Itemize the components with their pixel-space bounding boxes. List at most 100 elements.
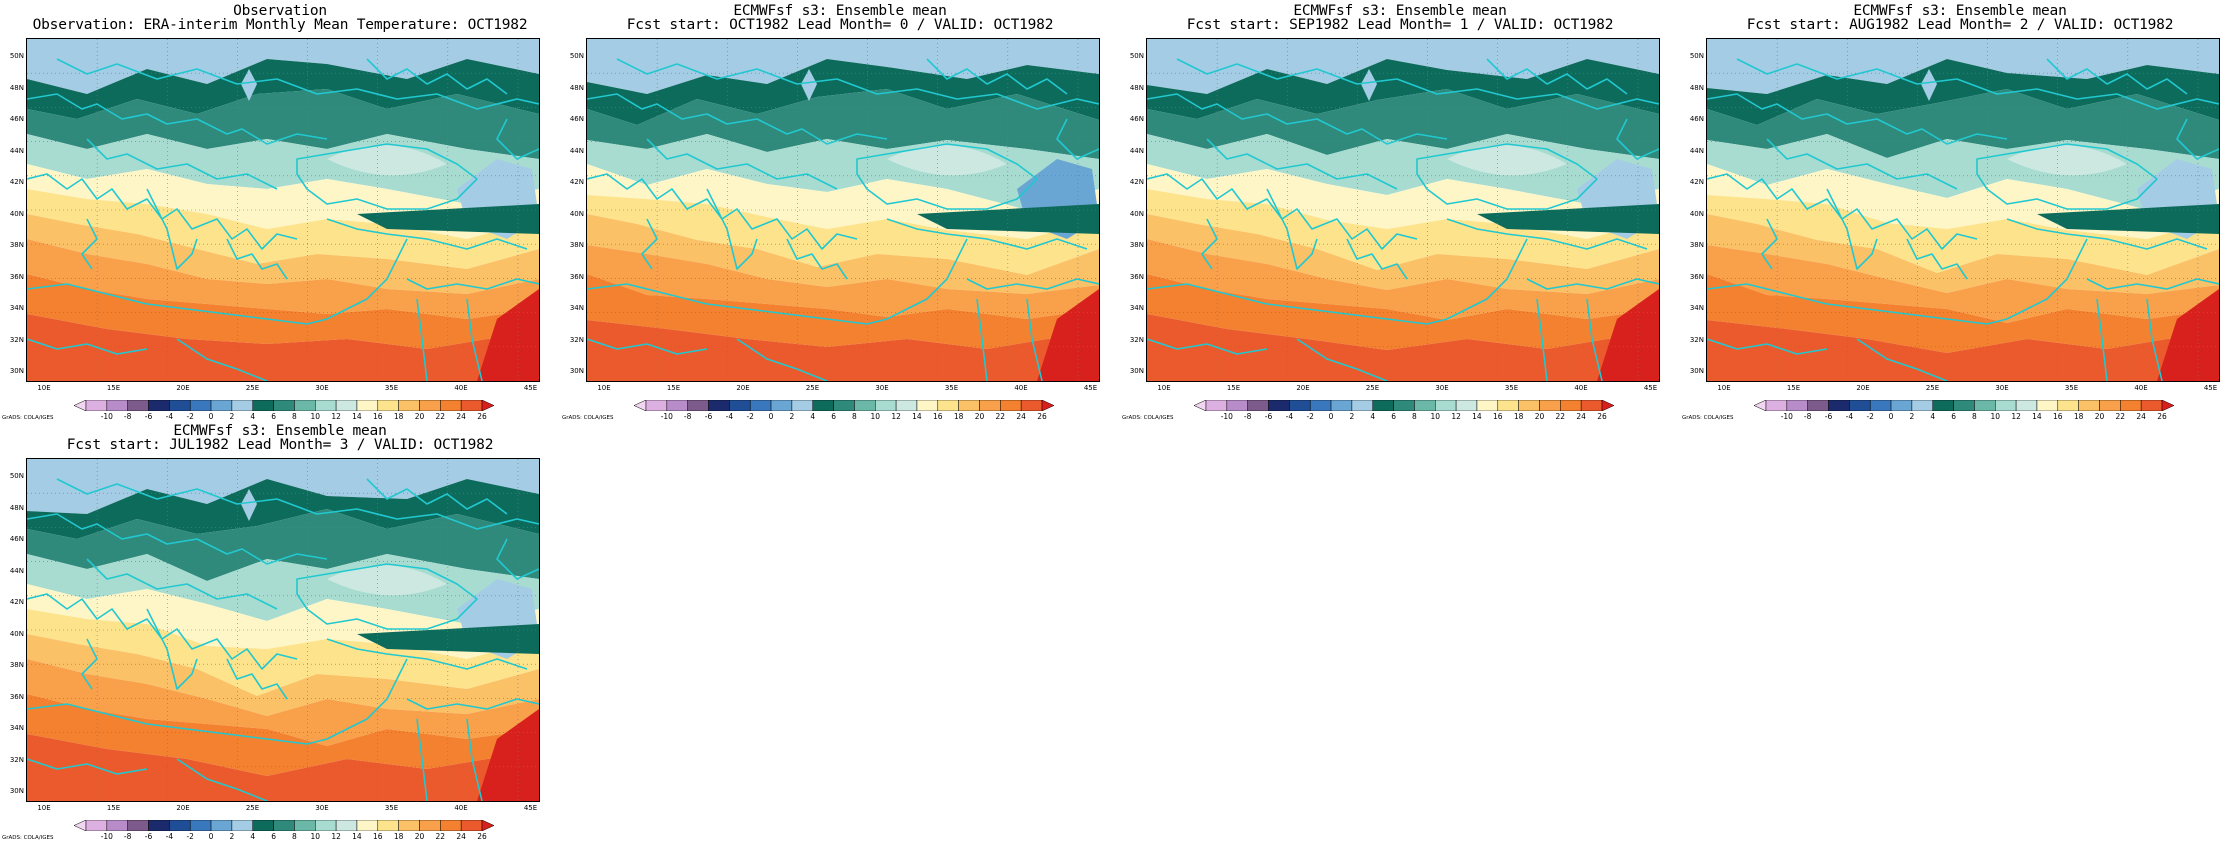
grads-credit: GrADS: COLA/IGES bbox=[2, 835, 54, 841]
latitude-label: 38N bbox=[9, 661, 24, 669]
colorbar-segment bbox=[398, 820, 420, 831]
colorbar-segment bbox=[749, 400, 772, 411]
longitude-label: 45E bbox=[1083, 384, 1098, 392]
colorbar-label: 6 bbox=[1951, 412, 1956, 421]
latitude-label: 36N bbox=[1689, 272, 1704, 281]
coastline bbox=[86, 138, 278, 190]
colorbar-segment bbox=[1393, 400, 1415, 411]
colorbar-label: 10 bbox=[870, 412, 881, 421]
colorbar-segment bbox=[231, 400, 253, 411]
colorbar-segment bbox=[1247, 400, 1269, 411]
latitude-label: 40N bbox=[1129, 209, 1144, 218]
colorbar-segment bbox=[2078, 400, 2100, 411]
colorbar-label: 26 bbox=[1597, 412, 1607, 421]
latitude-label: 48N bbox=[569, 83, 584, 92]
colorbar-segment bbox=[2057, 400, 2079, 411]
colorbar-label: 2 bbox=[229, 832, 235, 841]
temperature-contour-band bbox=[27, 659, 539, 746]
temperature-contour-band bbox=[241, 69, 257, 101]
coastline bbox=[2006, 238, 2088, 320]
temperature-contour-band bbox=[1147, 314, 1659, 381]
latitude-label: 50N bbox=[1129, 52, 1144, 60]
colorbar-label: 20 bbox=[2094, 412, 2105, 421]
colorbar-segment bbox=[687, 400, 709, 411]
colorbar-segment bbox=[1226, 400, 1248, 411]
temperature-contour-band bbox=[1707, 274, 2219, 353]
colorbar-segment bbox=[85, 400, 108, 411]
coastline bbox=[56, 478, 539, 530]
colorbar-segment bbox=[812, 400, 834, 411]
longitude-label: 45E bbox=[1643, 384, 1658, 392]
colorbar-segment bbox=[169, 400, 191, 411]
longitude-label: 25E bbox=[245, 384, 260, 392]
temperature-contour-band bbox=[1037, 289, 1099, 381]
colorbar-label: 10 bbox=[310, 832, 321, 841]
colorbar-segment bbox=[1351, 400, 1373, 411]
temperature-contour-band bbox=[241, 489, 257, 521]
coastline bbox=[176, 758, 268, 801]
longitude-label: 30E bbox=[315, 804, 329, 812]
colorbar-label: 16 bbox=[933, 412, 943, 421]
colorbar-label: -4 bbox=[165, 832, 174, 841]
colorbar-label: -10 bbox=[100, 412, 113, 421]
latitude-label: 42N bbox=[9, 598, 24, 606]
colorbar-label: 2 bbox=[1909, 412, 1915, 421]
latitude-label: 34N bbox=[1689, 304, 1704, 312]
colorbar-segment bbox=[833, 400, 855, 411]
colorbar-segment bbox=[1953, 400, 1975, 411]
longitude-label: 15E bbox=[1786, 384, 1801, 392]
colorbar-label: -10 bbox=[1780, 412, 1793, 421]
temperature-contour-band bbox=[1147, 59, 1659, 119]
map-area bbox=[1706, 38, 2220, 382]
colorbar-segment bbox=[2099, 400, 2121, 411]
colorbar-segment bbox=[460, 400, 483, 411]
coastline bbox=[296, 563, 478, 630]
temperature-contour-band bbox=[1361, 69, 1377, 101]
latitude-label: 36N bbox=[9, 692, 24, 701]
longitude-label: 35E bbox=[384, 804, 399, 812]
coastline bbox=[1707, 338, 1828, 355]
colorbar-label: -6 bbox=[704, 412, 713, 421]
colorbar-segment bbox=[356, 400, 379, 411]
grads-credit: GrADS: COLA/IGES bbox=[2, 415, 54, 421]
colorbar-segment bbox=[875, 400, 897, 411]
panel-subtitle: Fcst start: SEP1982 Lead Month= 1 / VALI… bbox=[1186, 17, 1614, 33]
colorbar-segment bbox=[791, 400, 813, 411]
latitude-label: 48N bbox=[1689, 83, 1704, 92]
longitude-label: 10E bbox=[1157, 384, 1171, 392]
coastline bbox=[27, 513, 328, 565]
coastline bbox=[646, 138, 838, 190]
panel-title: ECMWFsf s3: Ensemble mean bbox=[733, 3, 947, 19]
colorbar-label: 12 bbox=[1451, 412, 1461, 421]
colorbar-label: -8 bbox=[1803, 412, 1812, 421]
latitude-label: 42N bbox=[569, 178, 584, 186]
longitude-label: 30E bbox=[875, 384, 889, 392]
latitude-label: 40N bbox=[569, 209, 584, 218]
colorbar-label: -2 bbox=[186, 832, 194, 841]
latitude-label: 50N bbox=[9, 52, 24, 60]
latitude-label: 40N bbox=[9, 209, 24, 218]
colorbar-label: 22 bbox=[995, 412, 1006, 421]
longitude-label: 45E bbox=[523, 384, 538, 392]
latitude-label: 40N bbox=[1689, 209, 1704, 218]
coastline bbox=[1976, 143, 2158, 210]
coastline bbox=[86, 558, 278, 610]
longitude-label: 35E bbox=[384, 384, 399, 392]
longitude-label: 30E bbox=[1995, 384, 2009, 392]
colorbar-segment bbox=[294, 400, 316, 411]
longitude-label: 45E bbox=[523, 804, 538, 812]
coastline bbox=[56, 58, 539, 110]
longitude-label: 20E bbox=[1856, 384, 1870, 392]
colorbar-segment bbox=[74, 820, 87, 831]
colorbar-segment bbox=[1414, 400, 1436, 411]
colorbar-label: 24 bbox=[2136, 412, 2146, 421]
coastline bbox=[2146, 298, 2163, 381]
colorbar-label: 12 bbox=[891, 412, 901, 421]
colorbar-segment bbox=[1911, 400, 1933, 411]
temperature-contour-band bbox=[587, 320, 1099, 381]
longitude-label: 15E bbox=[666, 384, 681, 392]
temperature-contour-band bbox=[27, 634, 539, 716]
colorbar-label: 18 bbox=[393, 832, 404, 841]
colorbar-label: -6 bbox=[144, 412, 153, 421]
longitude-label: 20E bbox=[736, 384, 750, 392]
